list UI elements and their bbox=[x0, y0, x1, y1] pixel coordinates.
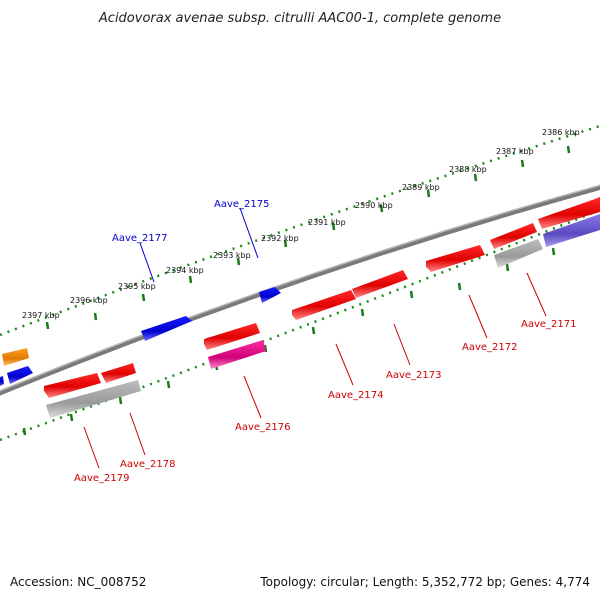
kbp-label-2388: 2388 kbp bbox=[449, 165, 487, 174]
kbp-labels: 2386 kbp 2387 kbp 2388 kbp 2389 kbp 2390… bbox=[22, 128, 580, 320]
outer-ruler-ticks bbox=[45, 145, 571, 330]
map-title: Acidovorax avenae subsp. citrulli AAC00-… bbox=[98, 11, 501, 26]
gene-label-aave-2177[interactable]: Aave_2177 bbox=[112, 233, 168, 244]
kbp-label-2387: 2387 kbp bbox=[496, 147, 534, 156]
kbp-label-2389: 2389 kbp bbox=[402, 183, 440, 192]
kbp-label-2391: 2391 kbp bbox=[308, 218, 346, 227]
gene-arrow-aave-2179[interactable] bbox=[44, 373, 101, 398]
gene-arrow-aave-2175[interactable] bbox=[259, 287, 281, 303]
gene-features bbox=[0, 197, 600, 418]
gene-arrow-gray-2[interactable] bbox=[494, 239, 543, 268]
gene-arrow-red-3[interactable] bbox=[538, 197, 600, 229]
gene-label-aave-2178[interactable]: Aave_2178 bbox=[120, 459, 176, 470]
genome-summary-text: Topology: circular; Length: 5,352,772 bp… bbox=[259, 575, 590, 589]
gene-arrow-magenta[interactable] bbox=[208, 340, 266, 369]
kbp-label-2390: 2390 kbp bbox=[355, 201, 393, 210]
gene-label-aave-2179[interactable]: Aave_2179 bbox=[74, 473, 130, 484]
gene-label-aave-2172[interactable]: Aave_2172 bbox=[462, 342, 518, 353]
gene-arrow-aave-2172[interactable] bbox=[426, 245, 485, 272]
kbp-label-2393: 2393 kbp bbox=[213, 251, 251, 260]
gene-arrow-red-2[interactable] bbox=[490, 223, 537, 249]
gene-label-aave-2174[interactable]: Aave_2174 bbox=[328, 390, 384, 401]
gene-arrow-aave-2178[interactable] bbox=[101, 363, 136, 383]
gene-arrow-slate[interactable] bbox=[543, 214, 600, 247]
gene-arrow-aave-2177[interactable] bbox=[141, 316, 192, 341]
gene-label-aave-2176[interactable]: Aave_2176 bbox=[235, 422, 291, 433]
gene-label-aave-2173[interactable]: Aave_2173 bbox=[386, 370, 442, 381]
gene-arrow-orange[interactable] bbox=[2, 348, 29, 366]
kbp-label-2397: 2397 kbp bbox=[22, 311, 60, 320]
kbp-label-2394: 2394 kbp bbox=[166, 266, 204, 275]
gene-arrow-blue-left[interactable] bbox=[7, 366, 33, 384]
leader-lines bbox=[83, 207, 547, 469]
gene-arrow-blue-edge[interactable] bbox=[0, 376, 4, 386]
kbp-label-2386: 2386 kbp bbox=[542, 128, 580, 137]
inner-ruler-dots bbox=[0, 208, 600, 442]
kbp-label-2396: 2396 kbp bbox=[70, 296, 108, 305]
gene-label-aave-2175[interactable]: Aave_2175 bbox=[214, 199, 270, 210]
gene-arrow-aave-2176[interactable] bbox=[204, 323, 260, 350]
gene-arrow-aave-2173[interactable] bbox=[352, 270, 408, 298]
gene-label-aave-2171[interactable]: Aave_2171 bbox=[521, 319, 577, 330]
genome-backbone bbox=[0, 184, 600, 396]
accession-text: Accession: NC_008752 bbox=[10, 575, 146, 589]
gene-arrow-gray-1[interactable] bbox=[46, 380, 141, 418]
kbp-label-2392: 2392 kbp bbox=[261, 234, 299, 243]
gene-labels: Aave_2175 Aave_2177 Aave_2171 Aave_2172 … bbox=[74, 199, 577, 484]
genome-backbone-highlight bbox=[0, 184, 600, 392]
gene-arrow-aave-2174[interactable] bbox=[292, 290, 356, 320]
kbp-label-2395: 2395 kbp bbox=[118, 282, 156, 291]
